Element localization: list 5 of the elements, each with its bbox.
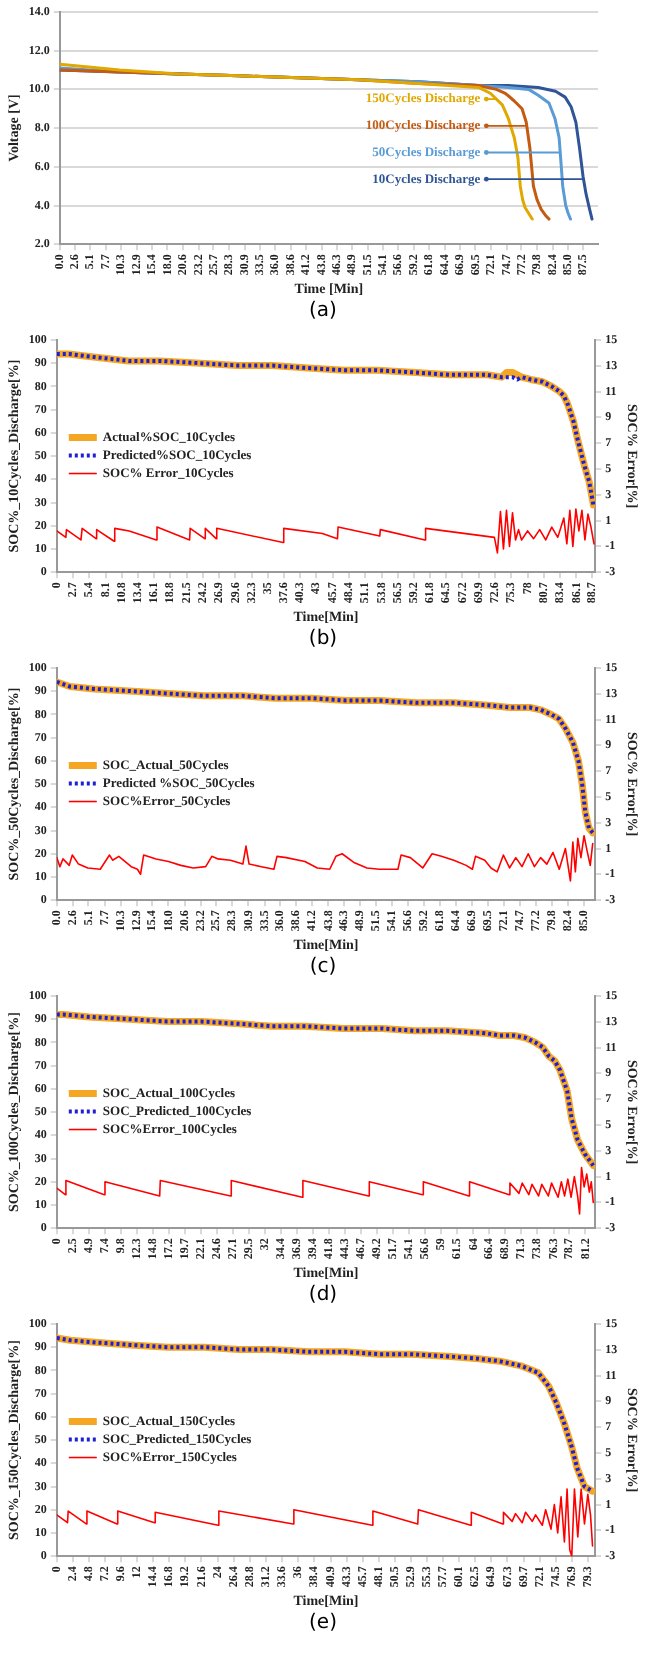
text: (e) xyxy=(307,1612,339,1638)
text: (c) xyxy=(307,956,339,982)
text: (b) xyxy=(306,628,340,654)
text: (a) xyxy=(307,300,339,326)
text: (d) xyxy=(306,1284,340,1310)
